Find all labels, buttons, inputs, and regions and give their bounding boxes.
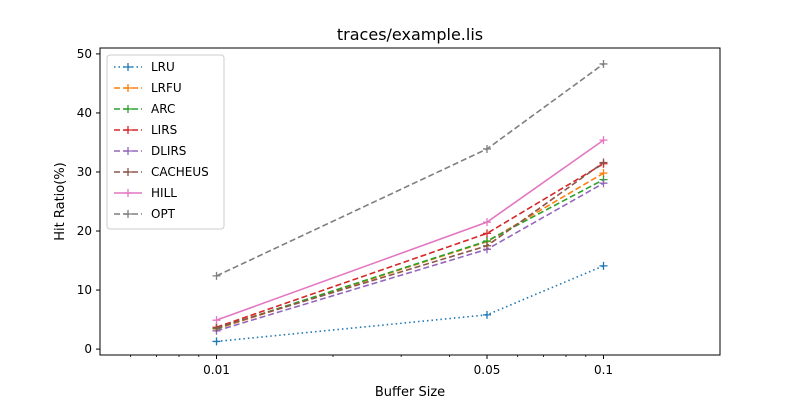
series-line: [216, 182, 604, 332]
legend-item-lru: LRU: [114, 60, 175, 74]
legend-label: LRFU: [151, 81, 182, 95]
data-point: [599, 179, 608, 188]
legend-marker: [124, 210, 132, 218]
legend-item-dlirs: DLIRS: [114, 144, 186, 158]
x-tick-label: 0.05: [474, 363, 501, 377]
legend-marker: [124, 189, 132, 197]
series-line: [216, 178, 604, 330]
legend-item-hill: HILL: [114, 186, 177, 200]
axes-frame: [99, 47, 721, 356]
legend-marker: [124, 147, 132, 155]
data-point: [483, 241, 492, 250]
y-tick-label: 30: [77, 165, 92, 179]
y-tick-label: 50: [77, 47, 92, 61]
x-tick-label: 0.1: [594, 363, 613, 377]
legend: LRU LRFU ARC LIRS DLIRS CACHEUS HILL OPT: [106, 54, 225, 230]
data-point: [212, 323, 221, 332]
chart-title: traces/example.lis: [337, 25, 483, 44]
legend-marker: [124, 105, 132, 113]
legend-item-cacheus: CACHEUS: [114, 165, 209, 179]
series-line: [216, 265, 604, 343]
plot-area: [212, 59, 608, 346]
legend-label: LRU: [151, 60, 175, 74]
y-tick-label: 40: [77, 106, 92, 120]
series-line: [216, 163, 604, 329]
data-point: [599, 59, 608, 68]
legend-marker: [124, 126, 132, 134]
series-line: [216, 161, 604, 329]
legend-item-lirs: LIRS: [114, 123, 177, 137]
legend-label: OPT: [151, 207, 176, 221]
legend-marker: [124, 84, 132, 92]
series-line: [216, 139, 604, 321]
legend-marker: [124, 63, 132, 71]
y-axis: 0 10 20 30 40 50: [77, 47, 100, 356]
y-tick-label: 20: [77, 224, 92, 238]
legend-item-opt: OPT: [114, 207, 176, 221]
x-axis-label: Buffer Size: [375, 385, 445, 400]
data-point: [599, 261, 608, 270]
series-cacheus: [212, 158, 608, 332]
data-point: [212, 337, 221, 346]
data-point: [483, 310, 492, 319]
data-point: [212, 316, 221, 325]
legend-label: DLIRS: [151, 144, 186, 158]
legend-label: ARC: [151, 102, 175, 116]
data-point: [483, 144, 492, 153]
y-tick-label: 0: [84, 342, 92, 356]
y-axis-label: Hit Ratio(%): [53, 162, 68, 241]
x-axis: 0.01 0.05 0.1: [130, 355, 613, 377]
legend-label: HILL: [151, 186, 177, 200]
legend-item-lrfu: LRFU: [114, 81, 182, 95]
y-tick-label: 10: [77, 283, 92, 297]
legend-item-arc: ARC: [114, 102, 175, 116]
legend-marker: [124, 168, 132, 176]
series-lirs: [212, 159, 608, 332]
series-lru: [212, 261, 608, 346]
series-line: [216, 172, 604, 330]
data-point: [483, 229, 492, 238]
series-opt: [212, 59, 608, 280]
x-tick-label: 0.01: [203, 363, 230, 377]
legend-label: CACHEUS: [151, 165, 209, 179]
series-line: [216, 63, 604, 277]
data-point: [212, 271, 221, 280]
series-hill: [212, 136, 608, 325]
data-point: [599, 136, 608, 145]
data-point: [483, 218, 492, 227]
data-point: [599, 158, 608, 167]
legend-label: LIRS: [151, 123, 177, 137]
legend-box: [106, 54, 225, 230]
